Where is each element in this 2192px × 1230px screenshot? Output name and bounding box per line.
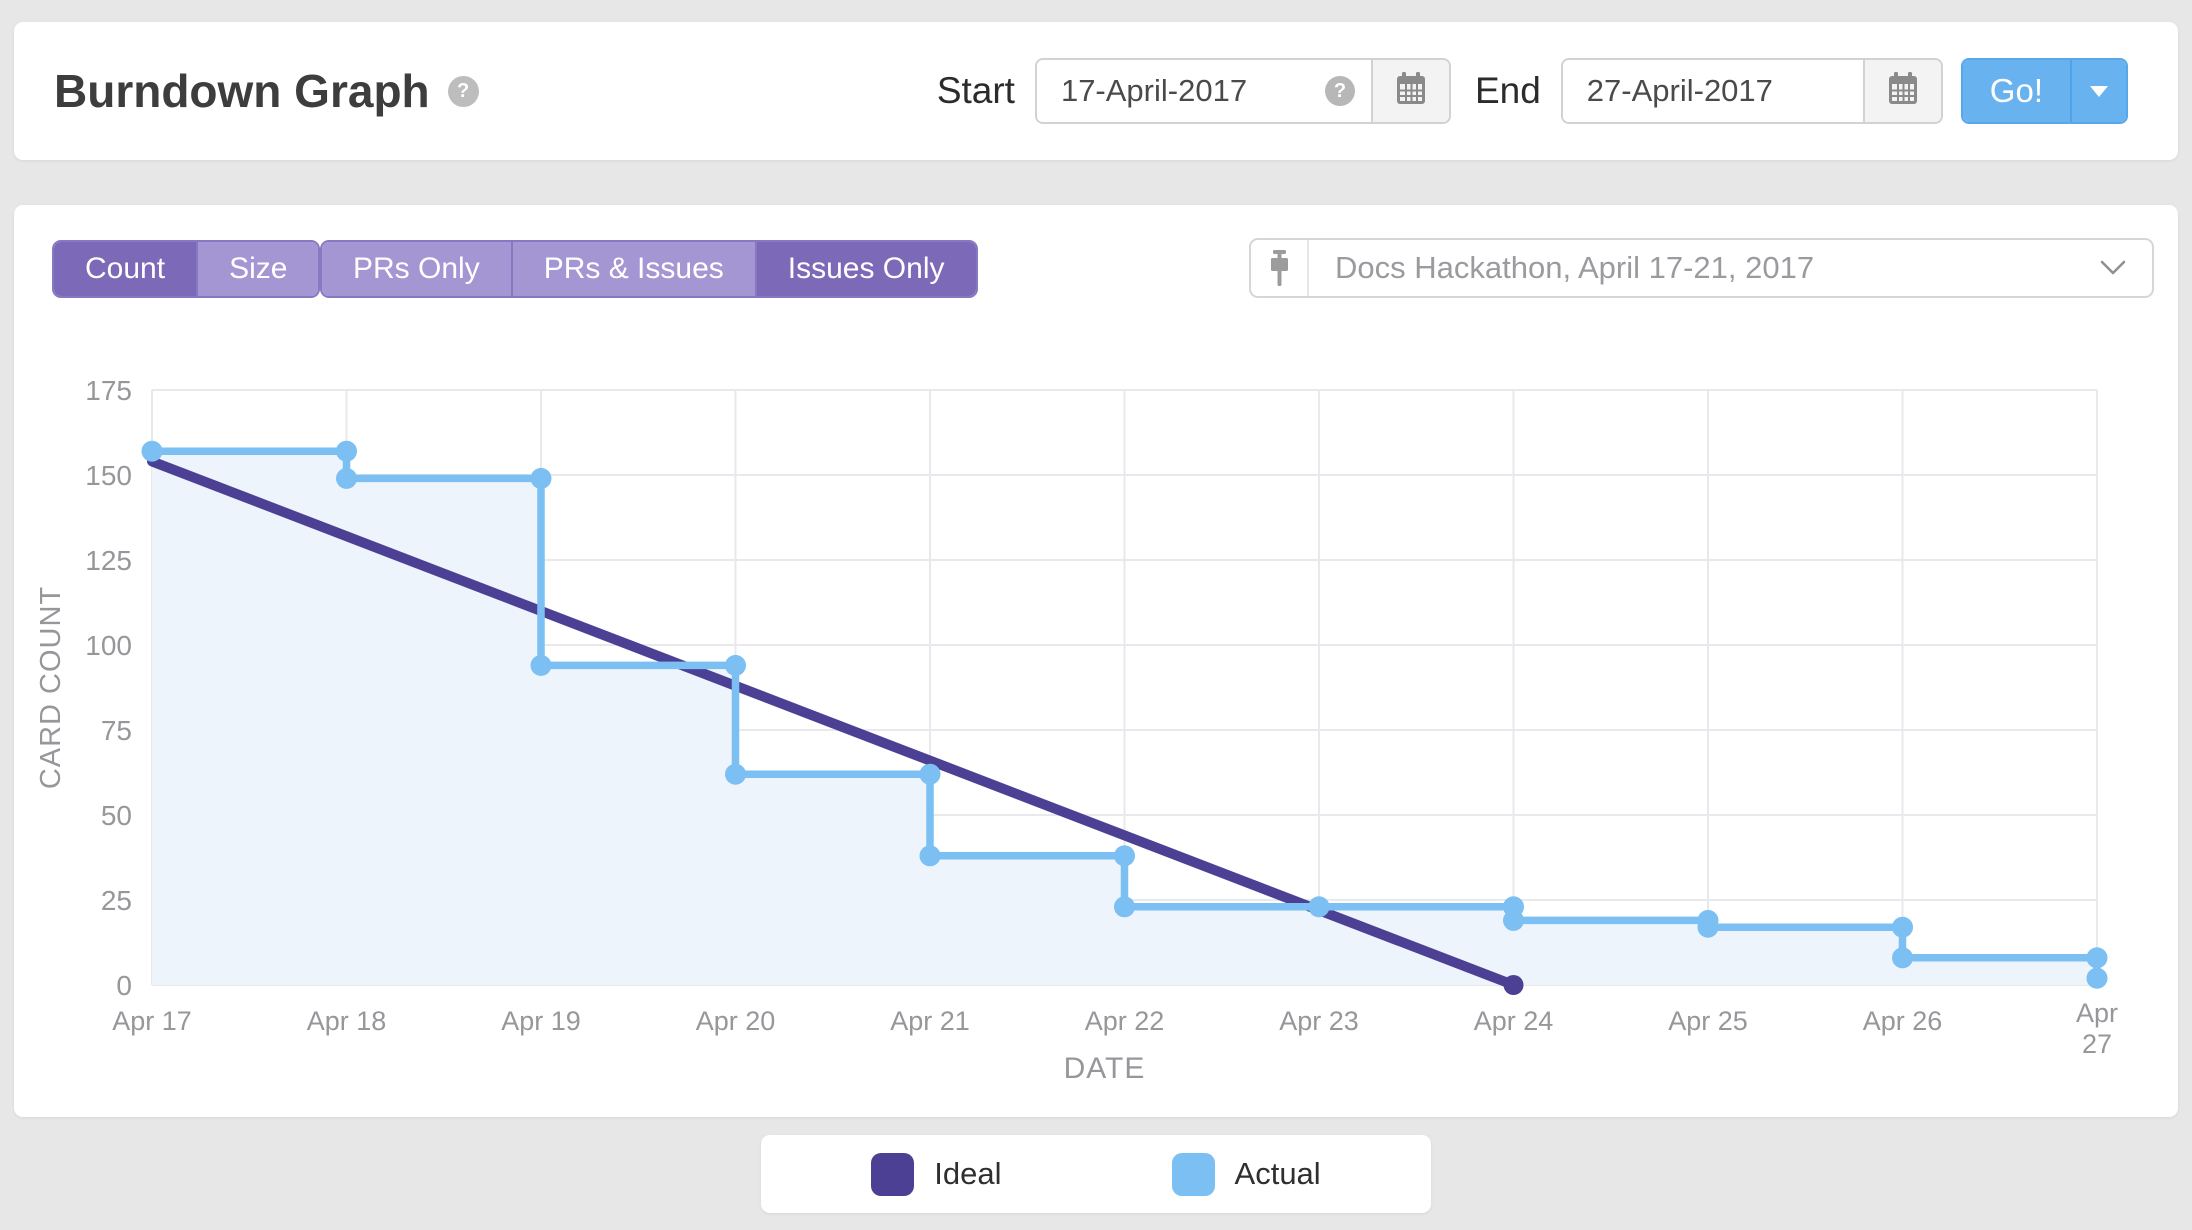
svg-text:Apr 23: Apr 23 (1279, 1006, 1359, 1036)
svg-text:125: 125 (85, 545, 132, 576)
page-title: Burndown Graph (54, 65, 430, 117)
go-button[interactable]: Go! (1962, 60, 2070, 122)
caret-down-icon (2090, 85, 2108, 97)
svg-text:150: 150 (85, 460, 132, 491)
milestone-select[interactable]: Docs Hackathon, April 17-21, 2017 (1249, 238, 2154, 298)
chart-card: Count Size PRs Only PRs & Issues Issues … (14, 205, 2178, 1117)
calendar-icon (1886, 71, 1920, 112)
toggle-size-button[interactable]: Size (196, 242, 319, 296)
start-input-group: ? (1034, 58, 1451, 124)
svg-text:Apr 26: Apr 26 (1863, 1006, 1943, 1036)
burndown-chart: 0 25 50 75 100 125 150 175 Apr 17 Apr 18 Apr 19 Apr… (14, 205, 2178, 1117)
svg-text:CARD COUNT: CARD COUNT (35, 586, 67, 789)
svg-text:Apr 20: Apr 20 (696, 1006, 776, 1036)
calendar-icon (1394, 71, 1428, 112)
svg-text:100: 100 (85, 630, 132, 661)
svg-text:Apr 21: Apr 21 (890, 1006, 970, 1036)
date-format-help-icon[interactable]: ? (1324, 76, 1355, 106)
end-calendar-button[interactable] (1862, 60, 1941, 122)
start-label: Start (936, 70, 1015, 111)
end-date-input[interactable] (1562, 60, 1863, 122)
svg-text:Apr 18: Apr 18 (307, 1006, 387, 1036)
header-card: Burndown Graph ? Start ? (14, 22, 2178, 160)
svg-text:Apr 17: Apr 17 (112, 1006, 192, 1036)
svg-text:50: 50 (101, 800, 132, 831)
go-split-button: Go! (1960, 58, 2128, 124)
svg-text:0: 0 (116, 970, 132, 1001)
ideal-legend-label: Ideal (934, 1156, 1002, 1191)
toggle-prs-only-button[interactable]: PRs Only (322, 242, 511, 296)
svg-text:Apr 22: Apr 22 (1085, 1006, 1165, 1036)
unit-toggle-group: Count Size (52, 240, 321, 298)
actual-legend-label: Actual (1234, 1156, 1321, 1191)
help-icon[interactable]: ? (447, 75, 479, 107)
start-date-input[interactable] (1036, 60, 1325, 122)
end-input-group (1560, 58, 1943, 124)
legend-item-actual: Actual (1171, 1152, 1321, 1196)
filter-toggle-group: PRs Only PRs & Issues Issues Only (320, 240, 978, 298)
toggle-count-button[interactable]: Count (54, 242, 197, 296)
legend-item-ideal: Ideal (871, 1152, 1002, 1196)
milestone-signpost-icon (1251, 240, 1309, 296)
end-label: End (1474, 70, 1541, 111)
actual-swatch (1171, 1152, 1215, 1196)
ideal-swatch (871, 1152, 915, 1196)
svg-text:Apr 25: Apr 25 (1668, 1006, 1748, 1036)
chart-legend: Ideal Actual (761, 1135, 1431, 1213)
start-calendar-button[interactable] (1370, 60, 1449, 122)
svg-text:Apr 19: Apr 19 (501, 1006, 581, 1036)
toggle-prs-issues-button[interactable]: PRs & Issues (510, 242, 755, 296)
svg-text:DATE: DATE (1064, 1052, 1146, 1085)
go-dropdown-button[interactable] (2070, 60, 2126, 122)
header-inner: Burndown Graph ? Start ? (14, 22, 2178, 160)
svg-text:75: 75 (101, 715, 132, 746)
svg-text:Apr 24: Apr 24 (1474, 1006, 1554, 1036)
date-controls: Start ? (937, 58, 2128, 124)
start-input-help-wrap: ? (1324, 60, 1371, 122)
svg-text:175: 175 (85, 375, 132, 406)
svg-text:25: 25 (101, 885, 132, 916)
chevron-down-icon (2074, 260, 2152, 276)
toggle-issues-only-button[interactable]: Issues Only (754, 242, 976, 296)
milestone-select-value: Docs Hackathon, April 17-21, 2017 (1335, 250, 1815, 285)
